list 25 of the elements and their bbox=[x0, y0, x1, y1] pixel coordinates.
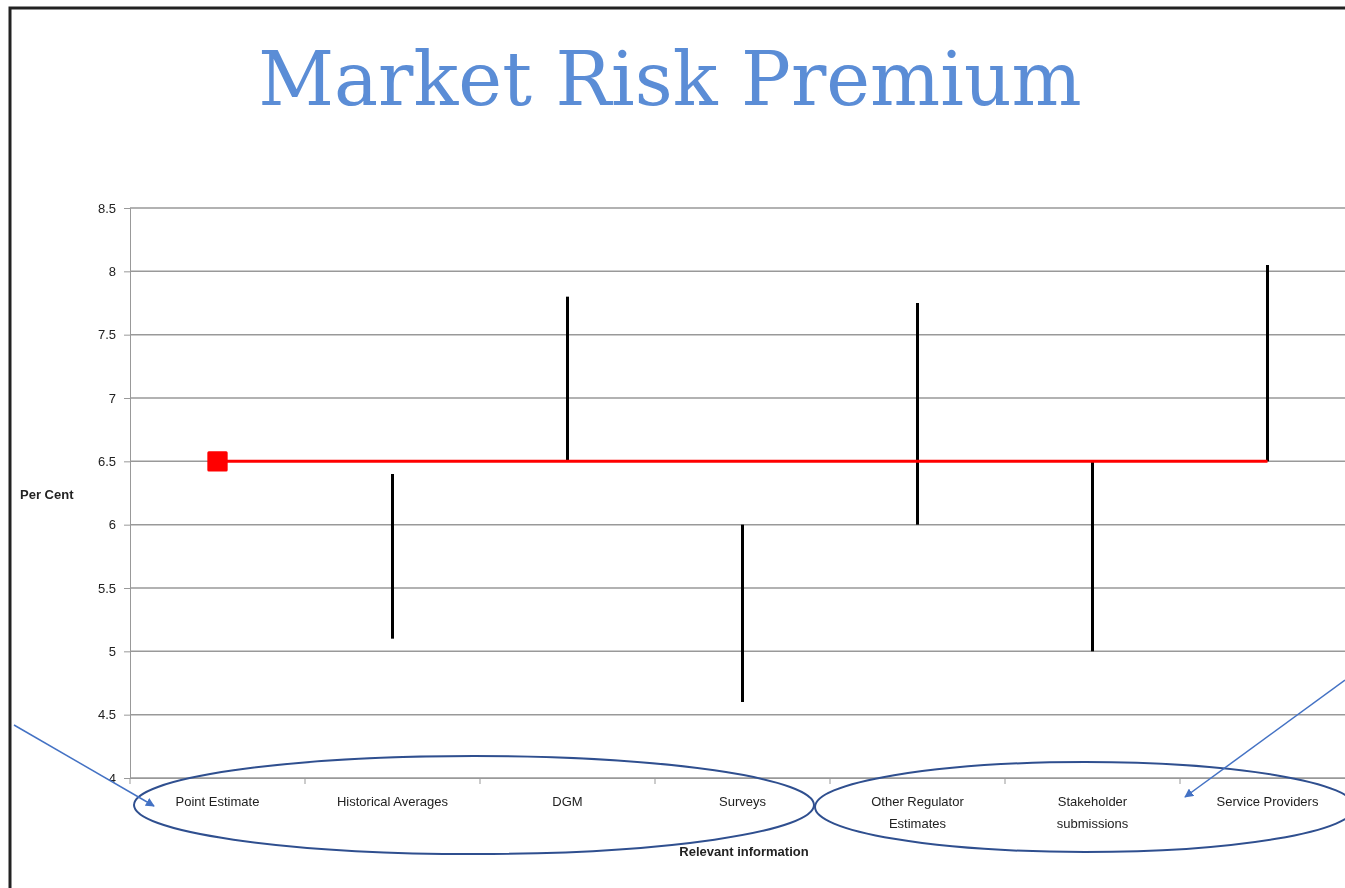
y-tick-label: 5.5 bbox=[97, 580, 116, 596]
bar bbox=[566, 296, 569, 462]
y-tick-label: 6 bbox=[108, 517, 116, 533]
x-tick-label: Surveys bbox=[719, 794, 767, 809]
bar bbox=[1091, 461, 1094, 652]
y-tick-label: 6.5 bbox=[97, 453, 116, 469]
bar bbox=[916, 303, 919, 525]
x-tick-label: Other Regulator Estimates bbox=[871, 794, 965, 831]
y-tick-label: 7 bbox=[108, 390, 116, 406]
bar bbox=[741, 524, 744, 702]
y-tick-label: 5 bbox=[108, 643, 116, 659]
x-tick-label: DGM bbox=[552, 794, 583, 809]
x-tick-label: Service Providers bbox=[1216, 794, 1319, 809]
chart-title: Market Risk Premium bbox=[258, 36, 1082, 122]
x-tick-label: Stakeholder submissions bbox=[1056, 794, 1129, 831]
bar bbox=[1266, 265, 1269, 462]
bar bbox=[391, 474, 394, 639]
x-axis-title: Relevant information bbox=[679, 844, 809, 859]
y-tick-label: 7.5 bbox=[97, 327, 116, 343]
y-tick-label: 4.5 bbox=[97, 707, 116, 723]
y-tick-label: 8.5 bbox=[97, 200, 116, 216]
y-tick-label: 8 bbox=[108, 263, 116, 279]
x-tick-label: Historical Averages bbox=[336, 794, 449, 809]
x-tick-label: Point Estimate bbox=[175, 794, 260, 809]
y-axis-title: Per Cent bbox=[20, 487, 75, 502]
